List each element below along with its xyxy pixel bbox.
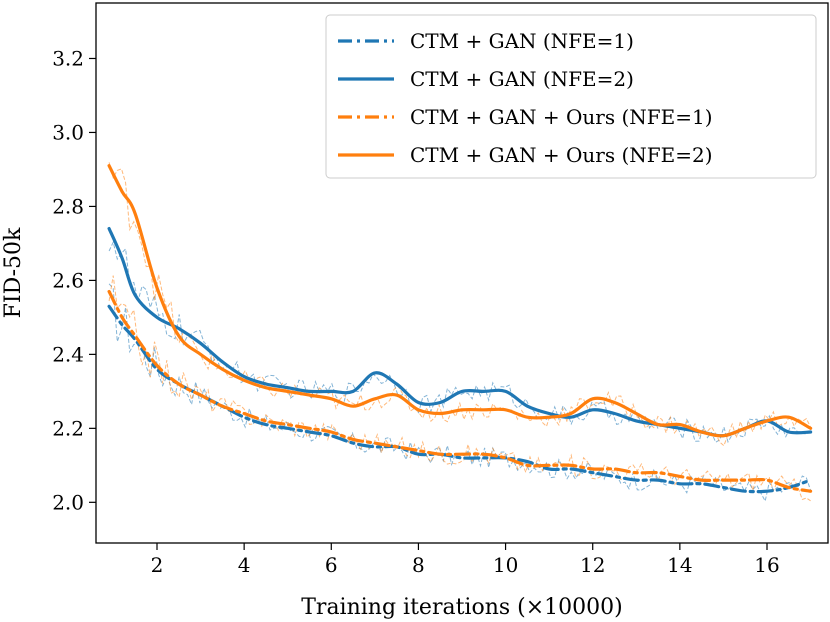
y-tick-label: 3.2 bbox=[52, 46, 84, 70]
y-tick-label: 3.0 bbox=[52, 120, 84, 144]
series-line-4 bbox=[107, 164, 813, 438]
y-tick-label: 2.0 bbox=[52, 490, 84, 514]
x-tick-label: 6 bbox=[325, 553, 338, 577]
legend-label-2: CTM + GAN (NFE=2) bbox=[410, 67, 634, 91]
x-tick-label: 16 bbox=[754, 553, 779, 577]
y-tick-label: 2.6 bbox=[52, 268, 84, 292]
x-tick-label: 14 bbox=[667, 553, 692, 577]
legend-box bbox=[325, 14, 817, 179]
x-axis-ticks: 2 4 6 8 10 12 14 16 bbox=[151, 543, 780, 577]
y-tick-label: 2.4 bbox=[52, 342, 84, 366]
x-tick-label: 4 bbox=[238, 553, 251, 577]
series-lines bbox=[107, 164, 813, 494]
y-axis-ticks: 2.0 2.2 2.4 2.6 2.8 3.0 3.2 bbox=[52, 46, 96, 514]
x-tick-label: 8 bbox=[412, 553, 425, 577]
legend-label-4: CTM + GAN + Ours (NFE=2) bbox=[410, 143, 713, 167]
series-line-3 bbox=[107, 289, 813, 493]
y-tick-label: 2.2 bbox=[52, 416, 84, 440]
raw-trace-3 bbox=[108, 275, 811, 502]
raw-trace-2 bbox=[108, 240, 811, 444]
y-tick-label: 2.8 bbox=[52, 194, 84, 218]
x-tick-label: 2 bbox=[151, 553, 164, 577]
x-tick-label: 10 bbox=[493, 553, 518, 577]
series-line-2 bbox=[107, 227, 813, 438]
x-axis-label: Training iterations (×10000) bbox=[301, 595, 622, 620]
x-tick-label: 12 bbox=[580, 553, 605, 577]
legend-label-1: CTM + GAN (NFE=1) bbox=[410, 29, 634, 53]
legend: CTM + GAN (NFE=1) CTM + GAN (NFE=2) CTM + … bbox=[325, 14, 817, 179]
plot-area-frame bbox=[95, 2, 829, 544]
raw-trace-1 bbox=[108, 283, 812, 503]
y-axis-label: FID-50k bbox=[1, 227, 26, 318]
legend-label-3: CTM + GAN + Ours (NFE=1) bbox=[410, 105, 713, 129]
